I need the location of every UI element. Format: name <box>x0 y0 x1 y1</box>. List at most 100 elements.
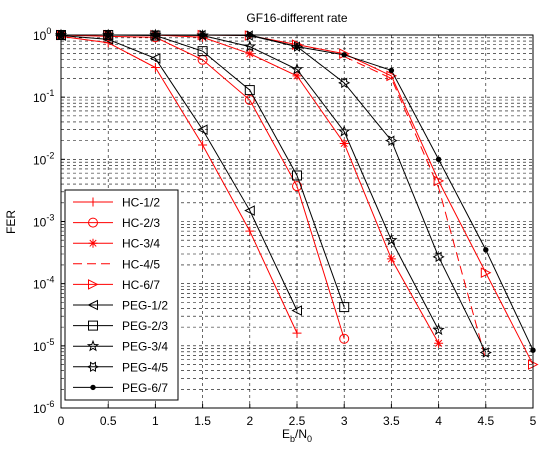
plus-marker <box>198 140 208 150</box>
pentagram-marker <box>385 233 398 246</box>
asterisk-marker <box>434 338 444 348</box>
x-tick-label: 3.5 <box>383 414 400 428</box>
chart-title: GF16-different rate <box>246 11 347 25</box>
x-tick-label: 3 <box>341 414 348 428</box>
x-axis-label-sub2: 0 <box>307 434 312 444</box>
dot-marker <box>388 67 395 74</box>
triangle-left-marker <box>196 124 208 135</box>
pentagram-marker <box>432 323 445 336</box>
legend-item: HC-2/3 <box>73 216 160 230</box>
square-marker <box>244 85 255 96</box>
y-tick-label: 10-6 <box>33 399 54 416</box>
dot-marker <box>435 156 442 163</box>
x-axis-label: Eb/N0 <box>282 427 312 444</box>
legend-box <box>64 189 179 401</box>
hexagram-marker <box>54 29 68 41</box>
triangle-right-marker <box>386 70 398 82</box>
plus-marker <box>292 328 302 338</box>
x-tick-label: 4 <box>435 414 442 428</box>
dot-marker <box>341 52 347 58</box>
y-tick-base: 10 <box>33 153 47 167</box>
legend-label: HC-6/7 <box>122 278 160 292</box>
pentagram-marker <box>290 62 304 75</box>
pentagram-marker <box>86 339 100 352</box>
x-axis-label-sub1: b <box>290 434 295 444</box>
legend-label: PEG-6/7 <box>122 381 168 395</box>
y-tick-label: 10-1 <box>33 88 54 105</box>
y-tick-label: 10-2 <box>33 150 54 167</box>
legend-item: HC-6/7 <box>73 278 160 292</box>
y-tick-base: 10 <box>33 91 47 105</box>
series-hc-1-2 <box>56 31 302 338</box>
circle-marker <box>292 181 302 192</box>
legend-item: PEG-3/4 <box>73 340 168 354</box>
square-marker <box>292 170 302 181</box>
triangle-right-marker <box>433 175 445 187</box>
asterisk-marker <box>386 254 396 264</box>
legend-label: PEG-1/2 <box>122 299 168 313</box>
y-tick-base: 10 <box>33 216 47 230</box>
pentagram-marker <box>243 40 256 52</box>
hexagram-marker <box>385 135 398 146</box>
circle-marker <box>244 95 255 106</box>
legend-label: HC-4/5 <box>122 257 160 271</box>
legend-item: PEG-1/2 <box>73 299 168 313</box>
series-hc-4-5 <box>343 56 487 360</box>
y-tick-label: 10-5 <box>33 337 54 354</box>
series-line <box>60 35 298 334</box>
dot-marker <box>294 43 300 50</box>
x-tick-labels: 0 0.5 1 1.5 2 2.5 3 3.5 4 4.5 5 <box>58 404 537 428</box>
square-marker <box>88 320 98 331</box>
x-tick-label: 1 <box>152 414 159 428</box>
x-tick-label: 5 <box>530 414 537 428</box>
y-tick-exponent: -3 <box>46 213 54 223</box>
x-tick-label: 0 <box>58 414 65 428</box>
hexagram-marker <box>290 41 304 52</box>
y-tick-label: 100 <box>33 26 51 43</box>
y-tick-base: 10 <box>33 278 47 292</box>
legend-item: PEG-4/5 <box>73 360 168 374</box>
legend-label: PEG-4/5 <box>122 360 168 374</box>
hexagram-marker <box>86 361 100 373</box>
y-tick-label: 10-4 <box>33 275 54 292</box>
asterisk-marker <box>88 238 98 248</box>
asterisk-marker <box>339 138 349 148</box>
triangle-left-marker <box>149 53 161 64</box>
y-tick-exponent: -1 <box>46 88 54 98</box>
legend-item: HC-1/2 <box>73 196 160 210</box>
y-tick-exponent: -5 <box>46 337 54 347</box>
x-tick-label: 0.5 <box>100 414 117 428</box>
dot-marker <box>90 384 96 391</box>
legend-item: PEG-6/7 <box>73 381 168 395</box>
asterisk-marker <box>245 49 255 59</box>
x-tick-label: 2.5 <box>289 414 306 428</box>
plus-marker <box>150 63 160 73</box>
triangle-left-marker <box>291 305 302 316</box>
triangle-right-marker <box>480 267 492 279</box>
asterisk-marker <box>292 71 302 81</box>
pentagram-marker <box>338 125 351 137</box>
y-axis-label: FER <box>4 210 18 234</box>
series-line <box>60 35 298 311</box>
plus-marker <box>245 226 255 236</box>
y-tick-base: 10 <box>33 340 47 354</box>
hexagram-marker <box>338 77 351 89</box>
legend-label: HC-3/4 <box>122 237 160 251</box>
y-tick-label: 10-3 <box>33 213 54 230</box>
dot-marker <box>483 247 489 253</box>
plus-marker <box>88 197 98 207</box>
y-tick-exponent: 0 <box>46 26 51 36</box>
x-tick-label: 4.5 <box>477 414 494 428</box>
x-tick-label: 2 <box>246 414 253 428</box>
square-marker <box>197 46 208 57</box>
hexagram-marker <box>479 347 492 358</box>
square-marker <box>339 302 350 313</box>
legend-item: HC-3/4 <box>73 237 160 251</box>
triangle-right-marker <box>88 279 99 290</box>
y-tick-exponent: -4 <box>46 275 54 285</box>
circle-marker <box>339 333 350 344</box>
hexagram-marker <box>243 30 256 41</box>
hexagram-marker <box>432 251 445 263</box>
